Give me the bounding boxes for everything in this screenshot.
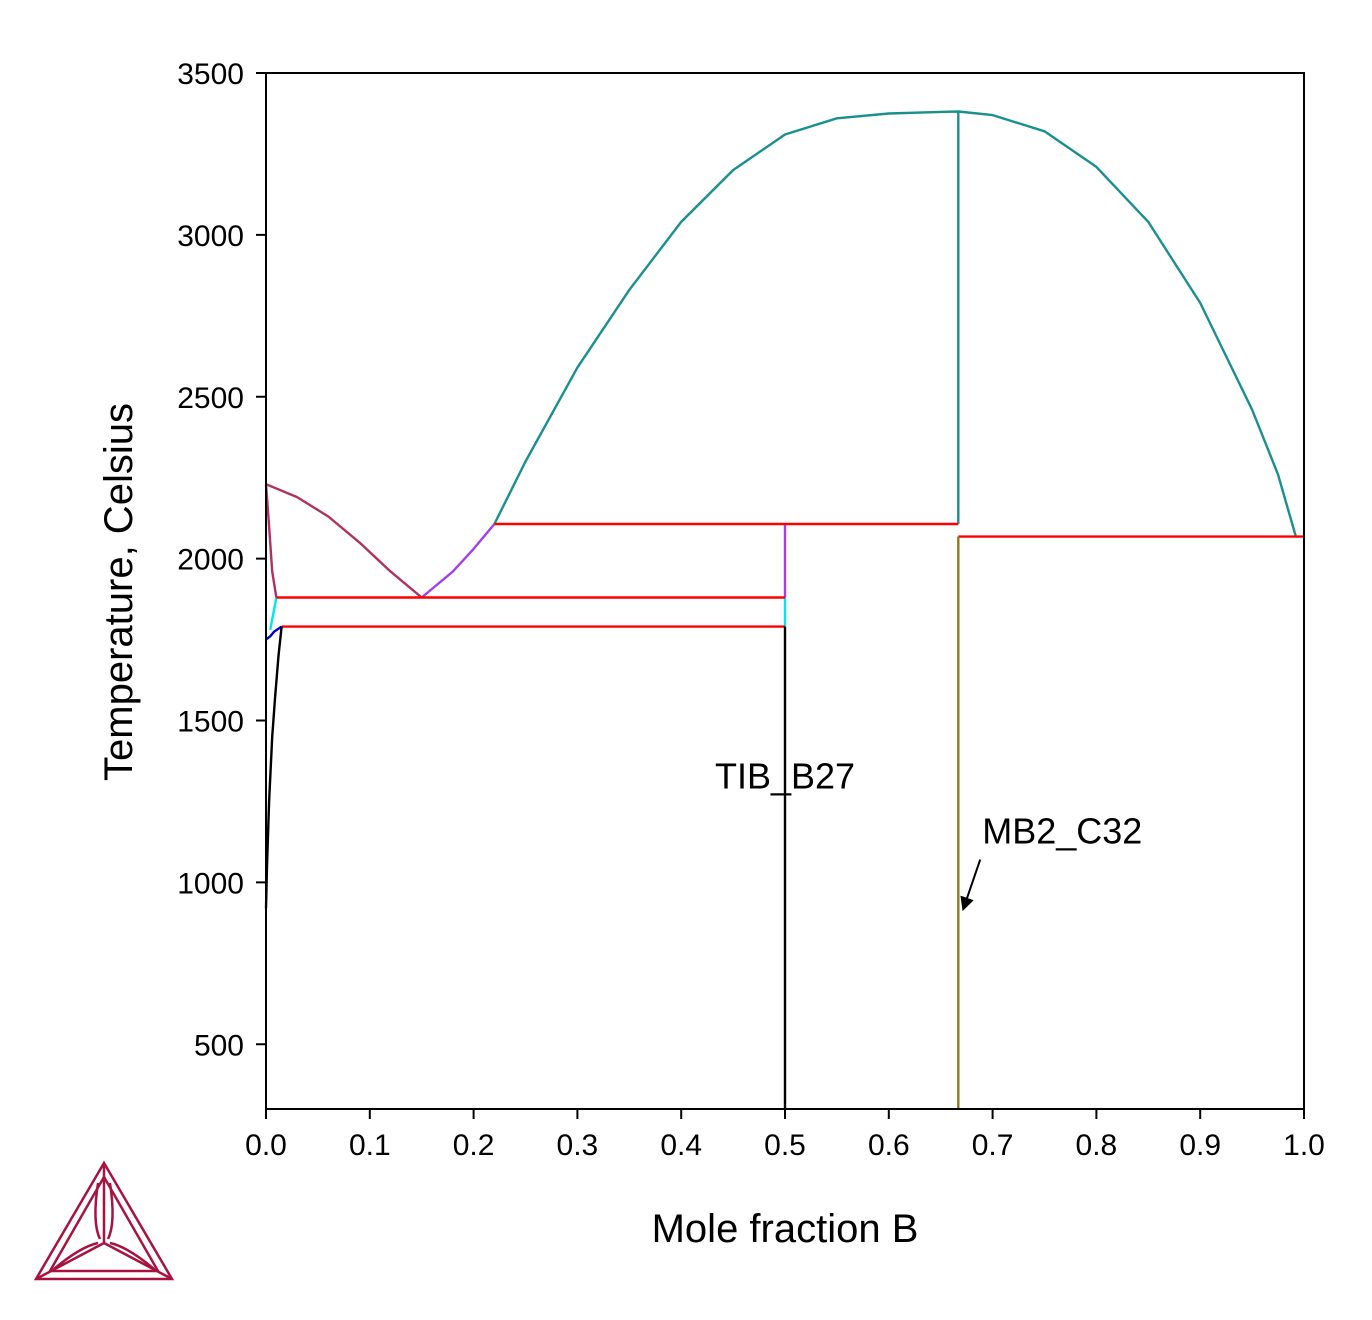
x-axis-title: Mole fraction B bbox=[652, 1207, 919, 1251]
y-axis-title: Temperature, Celsius bbox=[97, 403, 141, 781]
annotation-layer: TIB_B27 MB2_C32 bbox=[715, 755, 1142, 912]
phase-boundary-line bbox=[420, 523, 496, 599]
x-tick-label: 0.3 bbox=[557, 1129, 599, 1162]
label-arrow bbox=[960, 859, 982, 912]
y-tick-label: 500 bbox=[194, 1029, 244, 1062]
y-tick-label: 2000 bbox=[177, 544, 244, 577]
phase-label: TIB_B27 bbox=[715, 755, 855, 796]
phase-label: MB2_C32 bbox=[982, 811, 1142, 852]
x-tick-label: 0.1 bbox=[349, 1129, 391, 1162]
phase-boundary-line bbox=[493, 110, 1297, 537]
x-tick-label: 0.6 bbox=[868, 1129, 910, 1162]
x-tick-label: 0.4 bbox=[660, 1129, 702, 1162]
y-tick-label: 3500 bbox=[177, 58, 244, 91]
y-tick-label: 3000 bbox=[177, 220, 244, 253]
x-tick-label: 1.0 bbox=[1283, 1129, 1325, 1162]
x-axis: 0.0 0.1 0.2 0.3 0.4 0.5 0.6 0.7 0.8 0.9 1.0 bbox=[245, 1109, 1325, 1162]
phase-boundary-line bbox=[264, 626, 283, 909]
series-layer bbox=[264, 110, 1304, 1109]
y-tick-label: 1000 bbox=[177, 867, 244, 900]
logo-icon bbox=[33, 1160, 175, 1281]
x-tick-label: 0.5 bbox=[764, 1129, 806, 1162]
x-tick-label: 0.9 bbox=[1179, 1129, 1221, 1162]
y-axis: 500 1000 1500 2000 2500 3000 3500 bbox=[177, 58, 266, 1062]
x-tick-label: 0.8 bbox=[1076, 1129, 1118, 1162]
y-tick-label: 2500 bbox=[177, 382, 244, 415]
x-tick-label: 0.0 bbox=[245, 1129, 287, 1162]
x-tick-label: 0.7 bbox=[972, 1129, 1014, 1162]
phase-boundary-line bbox=[269, 597, 278, 631]
phase-boundary-line bbox=[264, 484, 278, 598]
phase-boundary-line bbox=[265, 483, 423, 599]
x-tick-label: 0.2 bbox=[453, 1129, 495, 1162]
y-tick-label: 1500 bbox=[177, 706, 244, 739]
phase-boundary-line bbox=[265, 625, 283, 641]
